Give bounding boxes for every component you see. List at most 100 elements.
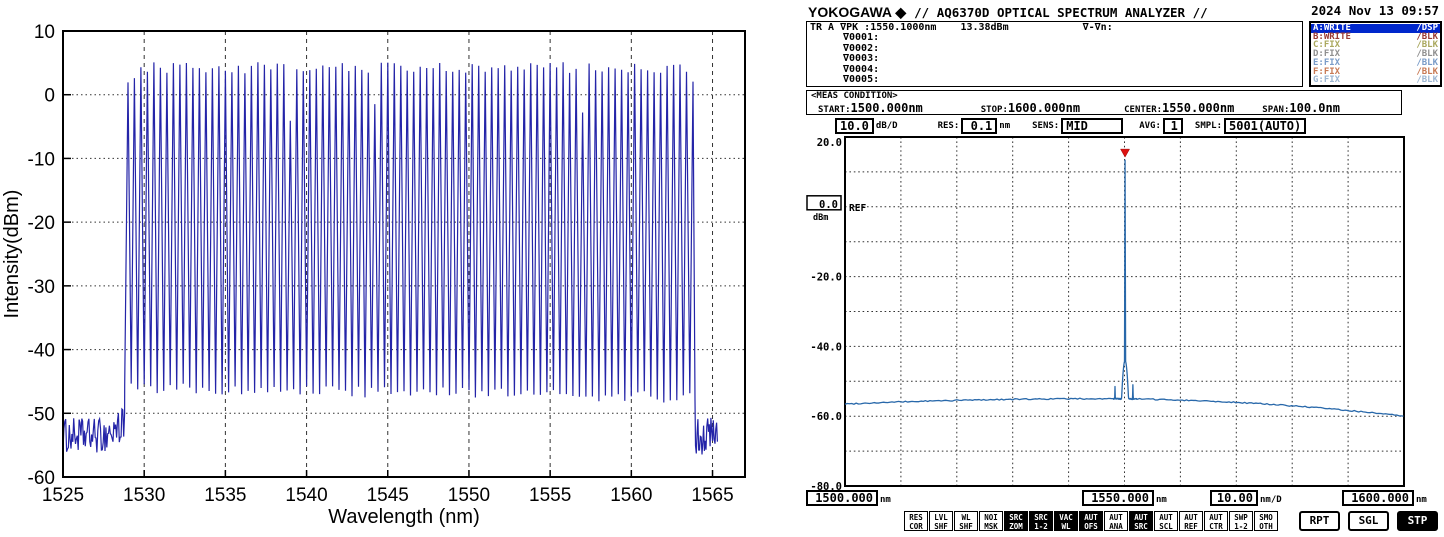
softkey-label-top: NOI [984, 513, 998, 522]
y-tick-label: 0 [44, 86, 55, 107]
osa-trace-a [844, 159, 1404, 417]
trace-row-f[interactable]: F:FIX/BLK [1311, 66, 1440, 77]
y-tick-label: 10 [34, 22, 55, 43]
setting-sens-field[interactable]: MID [1061, 117, 1124, 134]
datetime: 2024 Nov 13 09:57 [1311, 3, 1439, 18]
x-tick-label: 1540 [285, 485, 327, 506]
trace-row-b[interactable]: B:WRITE/BLK [1311, 31, 1440, 42]
softkey-lvl-shf[interactable]: LVL SHF [929, 511, 953, 531]
sweep-action-keys: RPT SGL STP [805, 511, 1444, 532]
setting-res: RES: 0.1 nm [938, 117, 1010, 134]
x-start-readout: 1500.000 nm [806, 490, 891, 506]
trace-display-status: /BLK [1416, 31, 1438, 42]
osa-screen: YOKOGAWA ◆ // AQ6370D OPTICAL SPECTRUM AN… [805, 0, 1444, 537]
trace-row-e[interactable]: E:FIX/BLK [1311, 57, 1440, 68]
osa-y-tick-label: -80.0 [810, 481, 842, 492]
softkey-label-bottom: SHF [934, 522, 948, 531]
stp-key[interactable]: STP [1397, 511, 1438, 531]
trace-status-table: A:WRITE/DSP B:WRITE/BLK C:FIX/BLK D:FIX/BLK… [1309, 21, 1442, 87]
marker-slot-5: ∇0005: [843, 74, 880, 86]
sweep-settings-row: 10.0 dB/D RES: 0.1 nm SENS: MID AVG: 1 SMPL: 5001(… [805, 116, 1444, 135]
y-tick-label: -40 [28, 341, 55, 362]
brand-logo: YOKOGAWA ◆ [808, 4, 907, 20]
softkey-aut-src[interactable]: AUT SRC [1129, 511, 1153, 531]
y-tick-label: -30 [28, 277, 55, 298]
softkey-row: RES COR LVL SHF WL SHF NOI MSK SRC ZOM SRC 1-2 VAC WL… [904, 511, 1279, 531]
trace-label: C:FIX [1313, 40, 1341, 51]
x-center-readout-field[interactable]: 1550.000 [1082, 490, 1154, 506]
trace-row-d[interactable]: D:FIX/BLK [1311, 50, 1440, 59]
meas-condition-title: <MEAS CONDITION> [811, 91, 898, 101]
softkey-aut-ref[interactable]: AUT REF [1179, 511, 1203, 531]
trace-display-status: /BLK [1416, 66, 1438, 77]
setting-smpl-field[interactable]: 5001(AUTO) [1224, 117, 1307, 134]
ref-line-label: REF [849, 203, 866, 214]
softkey-src-zom[interactable]: SRC ZOM [1004, 511, 1028, 531]
softkey-label-bottom: REF [1184, 522, 1198, 531]
y-tick-label: -10 [28, 149, 55, 170]
softkey-smo-oth[interactable]: SMO OTH [1254, 511, 1278, 531]
trace-peak-label: TR A ∇PK :1550.1000nm [810, 22, 937, 33]
x-scale-readout-field[interactable]: 10.00 [1210, 490, 1258, 506]
meas-span: SPAN: 100.0nm [1262, 101, 1340, 115]
peak-marker-icon[interactable] [1120, 148, 1130, 158]
softkey-label-bottom: 1-2 [1234, 522, 1248, 531]
meas-start: START: 1500.000nm [818, 101, 923, 115]
softkey-label-bottom: MSK [984, 522, 998, 531]
softkey-noi-msk[interactable]: NOI MSK [979, 511, 1003, 531]
comb-spectrum-trace [62, 62, 718, 455]
softkey-aut-scl[interactable]: AUT SCL [1154, 511, 1178, 531]
delta-marker-header: ∇-∇n: [1082, 22, 1113, 33]
trace-label: A:WRITE [1313, 23, 1351, 33]
meas-center-label: CENTER: [1124, 105, 1163, 115]
softkey-src-1-2[interactable]: SRC 1-2 [1029, 511, 1053, 531]
trace-label: F:FIX [1313, 66, 1341, 77]
osa-y-tick-label: 20.0 [817, 137, 842, 149]
softkey-label-top: SRC [1009, 513, 1023, 522]
trace-display-status: /BLK [1416, 49, 1438, 60]
softkey-label-bottom: SRC [1134, 522, 1148, 531]
trace-display-status: /BLK [1416, 75, 1438, 86]
meas-condition-box: <MEAS CONDITION> START: 1500.000nm STOP: 16… [806, 90, 1402, 115]
softkey-aut-ofs[interactable]: AUT OFS [1079, 511, 1103, 531]
softkey-aut-ana[interactable]: AUT ANA [1104, 511, 1128, 531]
setting-db-per-div-field[interactable]: 10.0 [835, 117, 874, 134]
softkey-label-bottom: ANA [1109, 522, 1123, 531]
trace-row-a[interactable]: A:WRITE/DSP [1311, 24, 1440, 33]
trace-row-c[interactable]: C:FIX/BLK [1311, 41, 1440, 50]
softkey-label-bottom: CTR [1209, 522, 1223, 531]
setting-smpl: SMPL: 5001(AUTO) [1195, 117, 1307, 134]
trace-display-status: /BLK [1416, 57, 1438, 68]
softkey-swp-1-2[interactable]: SWP 1-2 [1229, 511, 1253, 531]
softkey-vac-wl[interactable]: VAC WL [1054, 511, 1078, 531]
x-stop-readout-field[interactable]: 1600.000 [1342, 490, 1414, 506]
meas-stop: STOP: 1600.000nm [981, 101, 1080, 115]
setting-res-field[interactable]: 0.1 [961, 117, 998, 134]
softkey-aut-ctr[interactable]: AUT CTR [1204, 511, 1228, 531]
softkey-label-top: SMO [1259, 513, 1273, 522]
x-center-readout-unit: nm [1156, 495, 1167, 505]
osa-y-tick-label: -60.0 [810, 411, 842, 423]
softkey-label-bottom: SCL [1159, 522, 1173, 531]
setting-avg: AVG: 1 [1139, 117, 1183, 134]
trace-label: D:FIX [1313, 49, 1341, 60]
ref-level-box[interactable] [806, 195, 842, 211]
setting-avg-field[interactable]: 1 [1162, 117, 1183, 134]
meas-stop-value: 1600.000nm [1007, 101, 1081, 115]
trace-row-g[interactable]: G:FIX/BLK [1311, 76, 1440, 85]
rpt-key[interactable]: RPT [1299, 511, 1340, 531]
softkey-wl-shf[interactable]: WL SHF [954, 511, 978, 531]
comb-spectrum-chart: 1525 1530 1535 1540 1545 1550 1555 1560 1565 10 0 -… [1, 22, 746, 528]
meas-center-value: 1550.000nm [1162, 101, 1235, 115]
app-title: // AQ6370D OPTICAL SPECTRUM ANALYZER // [914, 5, 1208, 20]
softkey-res-cor[interactable]: RES COR [904, 511, 928, 531]
x-start-readout-field[interactable]: 1500.000 [806, 490, 878, 506]
x-scale-readout-unit: nm/D [1260, 495, 1282, 505]
x-tick-label: 1565 [691, 485, 733, 506]
x-center-readout: 1550.000 nm [1082, 490, 1167, 506]
x-tick-label: 1555 [529, 485, 571, 506]
x-scale-readout: 10.00 nm/D [1210, 490, 1282, 506]
osa-graticule-frame [844, 136, 1405, 487]
sgl-key[interactable]: SGL [1348, 511, 1389, 531]
